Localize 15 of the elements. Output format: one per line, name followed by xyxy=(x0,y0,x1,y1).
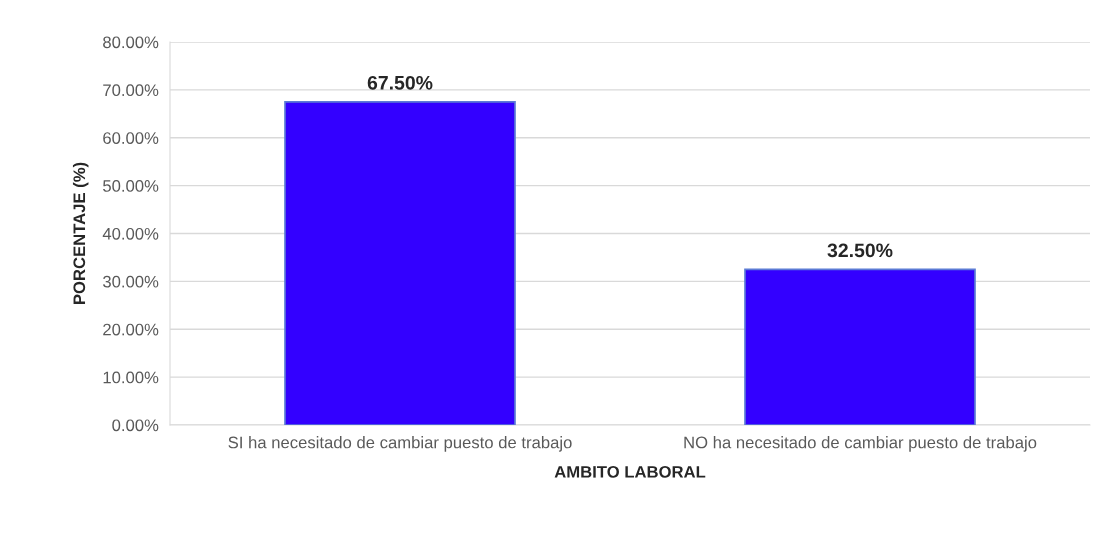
y-tick-label: 70.00% xyxy=(103,84,159,97)
y-tick-label: 50.00% xyxy=(103,180,159,192)
y-tick-label: 0.00% xyxy=(112,419,159,432)
data-label: 67.50% xyxy=(367,75,433,90)
y-tick-label: 40.00% xyxy=(102,227,159,240)
y-axis-title: PORCENTAJE (%) xyxy=(72,162,89,304)
x-axis-title: AMBITO LABORAL xyxy=(554,465,706,478)
y-tick-label: 20.00% xyxy=(103,323,159,336)
x-tick-label: NO ha necesitado de cambiar puesto de trabajo xyxy=(684,436,1037,452)
y-tick-label: 10.00% xyxy=(103,371,159,384)
y-tick-label: 30.00% xyxy=(103,275,159,288)
y-tick-label: 60.00% xyxy=(103,132,159,144)
x-tick-label: SI ha necesitado de cambiar puesto de trabajo xyxy=(228,436,572,452)
y-tick-label: 80.00% xyxy=(103,36,159,49)
data-label: 32.50% xyxy=(827,243,893,258)
